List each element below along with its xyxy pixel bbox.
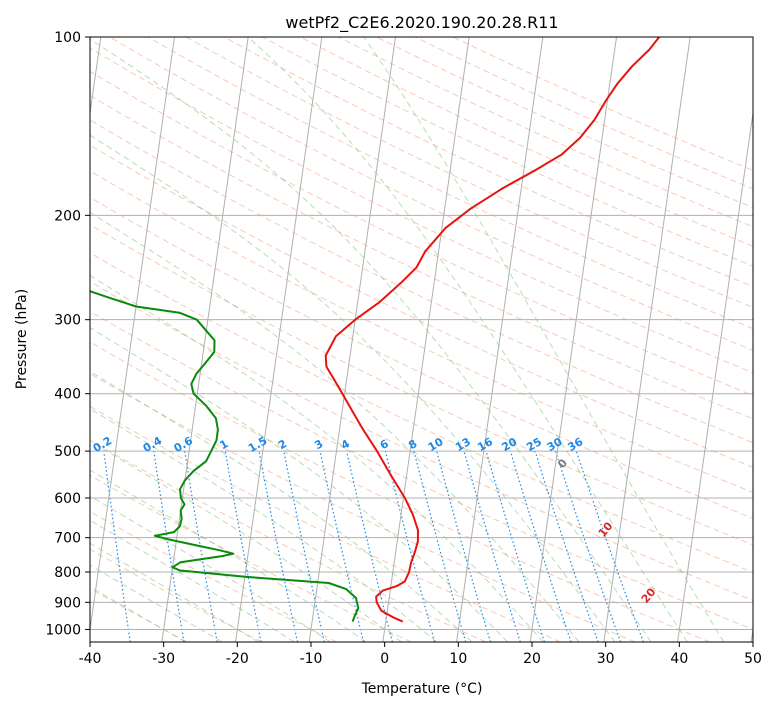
mixing-ratio-line [509, 450, 572, 642]
isotherm-line [308, 37, 396, 642]
mixing-ratio-line [224, 450, 262, 642]
x-tick-label: 20 [523, 651, 541, 667]
y-tick-label: 100 [54, 30, 81, 46]
mixing-ratio-line [436, 450, 492, 642]
chart-title: wetPf2_C2E6.2020.190.20.28.R11 [285, 13, 558, 33]
y-tick-label: 400 [54, 387, 81, 403]
dry-adiabat-line [90, 224, 753, 546]
x-tick-label: -10 [300, 651, 323, 667]
dry-adiabat-line [90, 252, 753, 573]
y-tick-label: 800 [54, 565, 81, 581]
dry-adiabat-line [90, 439, 487, 642]
y-tick-label: 1000 [45, 622, 81, 638]
x-tick-label: 40 [670, 651, 688, 667]
dry-adiabat-line [90, 341, 711, 642]
mixing-ratio-line [283, 450, 325, 642]
x-tick-label: 30 [597, 651, 615, 667]
dry-adiabat-line [452, 37, 753, 171]
mixing-ratio-lines [103, 450, 644, 642]
mixing-ratio-line [575, 450, 644, 642]
y-tick-label: 900 [54, 595, 81, 611]
dry-adiabat-line [90, 70, 753, 397]
dry-adiabat-line [90, 310, 753, 630]
x-axis-title: Temperature (°C) [361, 681, 483, 697]
x-tick-label: 10 [449, 651, 467, 667]
dry-adiabat-line [262, 37, 753, 267]
mixing-ratio-line [413, 450, 467, 642]
dry-adiabat-line [90, 170, 753, 493]
x-tick-label: 0 [380, 651, 389, 667]
mixing-ratio-line [103, 451, 131, 642]
dry-adiabat-line [90, 47, 753, 374]
x-tick-label: 50 [744, 651, 762, 667]
dry-adiabat-line [223, 37, 753, 288]
mixing-ratio-line [319, 450, 365, 642]
y-axis-title: Pressure (hPa) [14, 289, 30, 389]
x-axis-ticks: -40 -30 -20 -10 0 10 20 30 40 50 [79, 642, 762, 667]
y-tick-label: 700 [54, 531, 81, 547]
y-axis-ticks: 100 200 300 400 500 600 700 800 900 1000 [45, 30, 90, 638]
isotherm-line [529, 37, 617, 642]
dry-adiabat-line [376, 37, 753, 209]
dry-adiabat-line [338, 37, 753, 228]
dry-adiabat-line [90, 144, 753, 468]
isotherm-line [235, 37, 323, 642]
y-tick-label: 500 [54, 444, 81, 460]
mixing-ratio-line [534, 450, 599, 642]
y-tick-label: 600 [54, 491, 81, 507]
y-tick-label: 200 [54, 208, 81, 224]
x-tick-label: -40 [79, 651, 102, 667]
isotherm-line [677, 109, 753, 642]
dry-adiabat-line [300, 37, 753, 247]
pressure-gridlines [90, 37, 753, 630]
isotherm-line [603, 37, 691, 642]
dry-adiabat-line [90, 474, 412, 642]
dry-adiabat-line [90, 119, 753, 444]
mixing-ratio-line [463, 450, 521, 642]
isotherm-line [382, 37, 470, 642]
dry-adiabat-line [414, 37, 753, 190]
y-tick-label: 300 [54, 313, 81, 329]
dewpoint-profile-line [90, 290, 360, 622]
mixing-ratio-line [555, 450, 622, 642]
mixing-ratio-line [384, 450, 436, 642]
dry-adiabat-line [90, 94, 753, 420]
dry-adiabat-line [185, 37, 753, 308]
x-tick-label: -30 [152, 651, 175, 667]
mixing-ratio-line [258, 450, 299, 642]
plot-frame [89, 36, 754, 643]
mixing-ratio-line [485, 450, 546, 642]
isotherm-line [90, 37, 175, 633]
dry-adiabat-line [147, 37, 753, 330]
mixing-ratio-line [346, 450, 393, 642]
profile-series [90, 37, 660, 623]
x-tick-label: -20 [226, 651, 249, 667]
temperature-profile-line [324, 37, 660, 623]
isotherm-line [456, 37, 544, 642]
mixing-ratio-line [153, 451, 185, 642]
dry-adiabat-line [109, 37, 753, 351]
